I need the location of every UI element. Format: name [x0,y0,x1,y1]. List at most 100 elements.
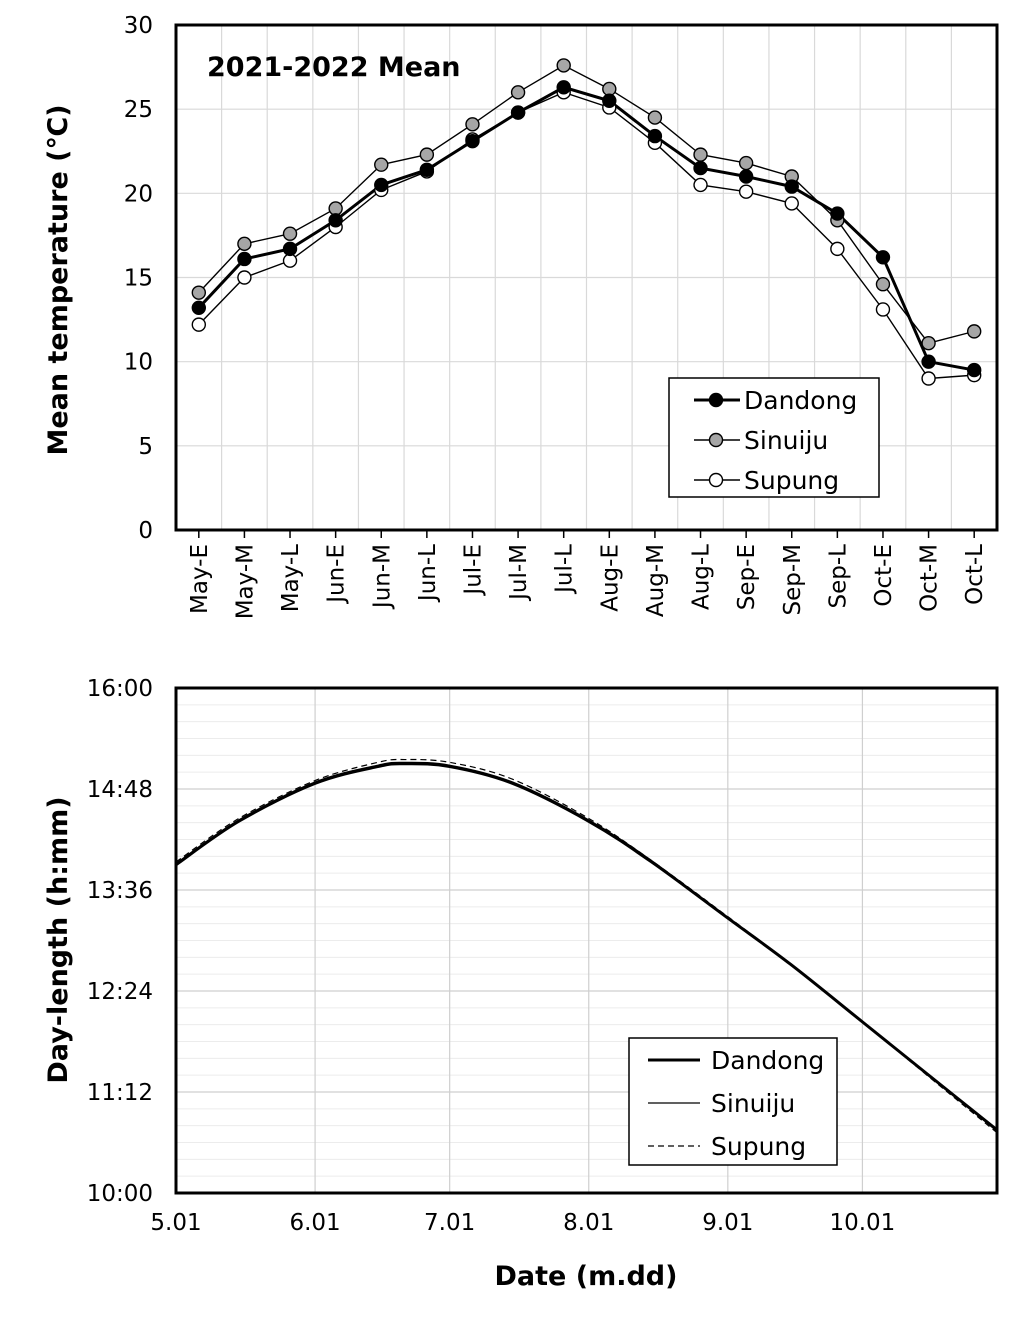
temperature-legend-label-dandong: Dandong [744,386,857,415]
temperature-x-tick-label: Sep-L [825,544,851,609]
temperature-point-sinuiju [693,147,708,162]
temperature-point-dandong [875,250,891,265]
temperature-x-tick-label: Oct-L [962,544,988,605]
day-length-y-tick-label: 12:24 [87,979,153,1005]
day-length-y-tick-label: 16:00 [87,676,153,702]
temperature-point-dandong [647,128,663,144]
temperature-point-dandong [237,251,252,267]
day-length-grid [175,687,997,1194]
temperature-x-tick-label: Jul-M [506,544,532,602]
temperature-point-sinuiju [875,277,891,292]
day-length-x-ticks: 5.01 6.01 7.01 8.01 9.01 10.01 [150,1210,895,1236]
temperature-point-sinuiju [510,85,526,100]
temperature-x-tick-label: Aug-E [597,544,623,612]
temperature-point-sinuiju [419,147,435,162]
temperature-point-dandong [465,133,480,149]
temperature-x-tick-label: Sep-E [734,544,760,610]
temperature-point-sinuiju [282,226,298,241]
temperature-y-tick-label: 30 [124,13,153,39]
temperature-point-supung [921,371,936,386]
day-length-plot-frame [174,686,999,1195]
temperature-x-ticks: May-E May-M May-L Jun-E Jun-M Jun-L Jul-E Jul-M… [187,530,988,619]
temperature-point-dandong [191,300,207,315]
temperature-point-dandong [374,177,389,193]
temperature-x-tick-label: Aug-L [689,544,715,610]
temperature-point-supung [237,270,252,285]
temperature-point-sinuiju [556,58,571,73]
day-length-y-tick-label: 11:12 [87,1080,153,1106]
temperature-point-dandong [784,179,799,194]
day-length-y-tick-label: 13:36 [87,878,153,904]
day-length-y-ticks: 10:00 11:12 12:24 13:36 14:48 16:00 [87,676,153,1207]
temperature-x-tick-label: Jul-E [460,544,486,597]
temperature-y-tick-label: 5 [138,434,153,460]
temperature-x-tick-label: May-M [232,544,258,619]
temperature-x-tick-label: Jun-L [415,544,441,603]
day-length-x-tick-label: 7.01 [424,1210,475,1236]
temperature-x-tick-label: Oct-E [871,544,897,607]
temperature-point-sinuiju [328,201,343,216]
temperature-point-supung [738,184,754,199]
temperature-x-tick-label: Jun-M [369,544,395,610]
temperature-y-tick-label: 0 [138,518,153,544]
day-length-legend: Dandong Sinuiju Supung [628,1037,838,1166]
temperature-x-tick-label: Aug-M [643,544,669,617]
temperature-point-dandong [510,105,526,120]
temperature-y-ticks: 0 5 10 15 20 25 30 [124,13,153,544]
temperature-point-sinuiju [738,155,754,171]
temperature-x-tick-label: Jul-L [552,544,578,595]
temperature-x-tick-label: Sep-M [780,544,806,616]
day-length-legend-label-supung: Supung [711,1132,806,1161]
temperature-legend: Dandong Sinuiju Supung [668,377,880,498]
temperature-y-tick-label: 15 [124,266,153,292]
day-length-line-supung [175,758,998,1134]
temperature-point-sinuiju [602,81,617,97]
day-length-x-axis-title: Date (m.dd) [495,1261,678,1292]
temperature-legend-label-sinuiju: Sinuiju [744,426,828,455]
temperature-point-dandong [830,206,845,221]
temperature-point-dandong [738,169,754,184]
temperature-line-supung [198,91,975,380]
day-length-x-tick-label: 6.01 [289,1210,340,1236]
temperature-point-sinuiju [921,335,936,351]
day-length-series [175,758,998,1134]
temperature-legend-marker-supung [708,472,724,488]
day-length-x-tick-label: 8.01 [563,1210,614,1236]
temperature-point-dandong [556,80,571,95]
temperature-x-tick-label: Jun-E [324,544,350,605]
day-length-x-tick-label: 9.01 [702,1210,753,1236]
temperature-point-dandong [966,362,982,378]
temperature-point-sinuiju [647,110,663,125]
temperature-legend-marker-dandong [708,392,724,408]
temperature-point-supung [875,302,891,317]
temperature-point-sinuiju [191,285,207,300]
temperature-point-dandong [419,162,435,177]
temperature-point-dandong [921,354,936,369]
day-length-line-sinuiju [175,761,998,1132]
temperature-line-sinuiju [198,64,975,344]
temperature-y-tick-label: 25 [124,97,153,123]
temperature-point-dandong [328,213,343,228]
day-length-legend-label-sinuiju: Sinuiju [711,1089,795,1118]
temperature-y-tick-label: 20 [124,181,153,207]
day-length-y-tick-label: 10:00 [87,1181,153,1207]
temperature-series [191,58,982,386]
temperature-y-axis-title: Mean temperature (℃) [43,104,74,455]
temperature-plot-frame [174,23,999,532]
temperature-point-dandong [602,93,617,108]
temperature-x-tick-label: May-L [278,544,304,612]
temperature-point-sinuiju [465,117,480,132]
temperature-point-supung [830,241,845,257]
temperature-point-supung [191,317,207,332]
temperature-y-tick-label: 10 [124,350,153,376]
day-length-x-tick-label: 10.01 [829,1210,895,1236]
temperature-legend-box [668,377,880,498]
temperature-point-sinuiju [966,324,982,339]
day-length-y-axis-title: Day-length (h:mm) [43,796,74,1083]
temperature-x-tick-label: Oct-M [917,544,943,612]
temperature-x-tick-label: May-E [187,544,213,614]
temperature-point-dandong [282,241,298,257]
temperature-point-supung [693,177,708,193]
temperature-point-supung [784,196,799,211]
temperature-point-sinuiju [237,236,252,252]
